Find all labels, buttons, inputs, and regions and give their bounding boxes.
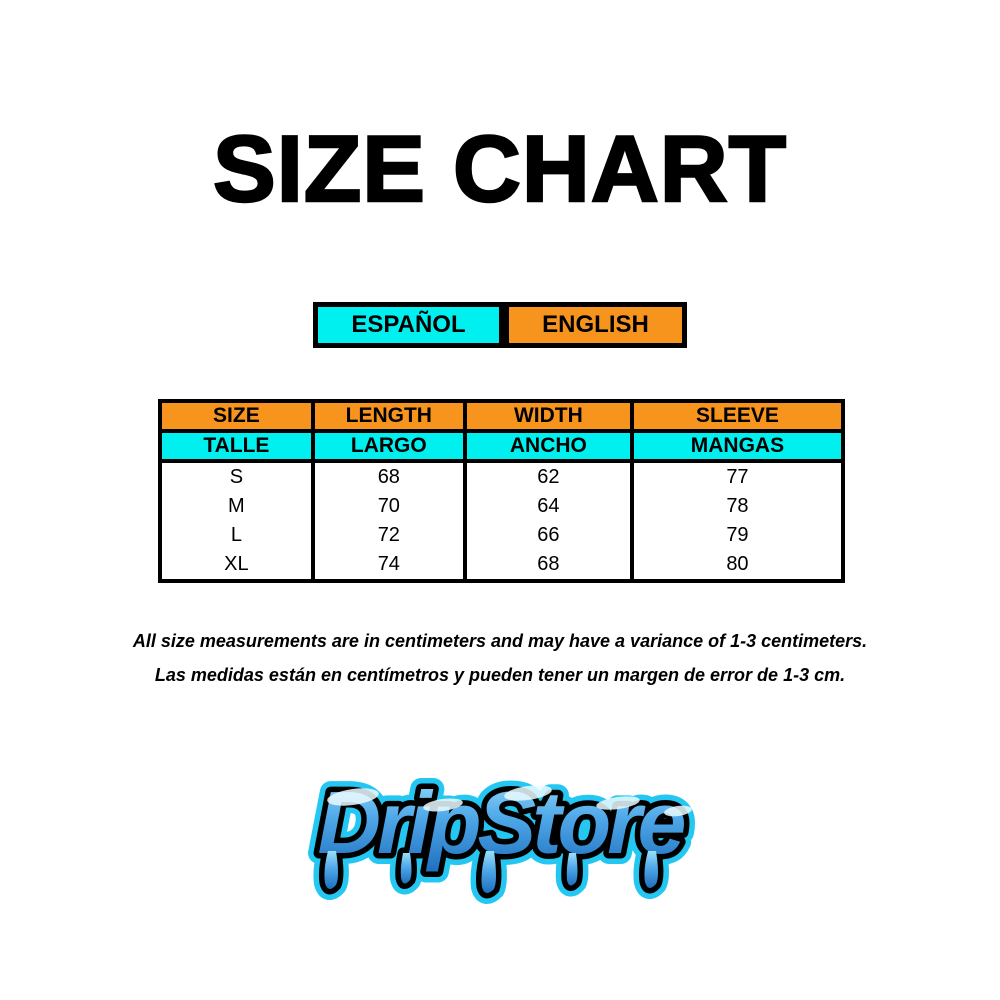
table-row-l: L 72 66 79	[162, 521, 841, 550]
cell-length: 68	[315, 463, 467, 492]
cell-size: M	[162, 492, 315, 521]
column-header-length: LENGTH	[315, 403, 467, 429]
note-english: All size measurements are in centimeters…	[132, 631, 868, 651]
column-header-talle: TALLE	[162, 433, 315, 459]
tab-espanol[interactable]: ESPAÑOL	[318, 307, 499, 343]
logo-highlights	[327, 785, 692, 817]
column-header-ancho: ANCHO	[467, 433, 634, 459]
note-spanish: Las medidas están en centímetros y puede…	[154, 665, 846, 685]
column-header-size: SIZE	[162, 403, 315, 429]
dripstore-logo-svg: DripStore	[258, 745, 742, 917]
cell-width: 66	[467, 521, 634, 550]
size-table: SIZE LENGTH WIDTH SLEEVE TALLE LARGO ANC…	[158, 399, 845, 583]
tab-english[interactable]: ENGLISH	[509, 307, 682, 343]
table-row-m: M 70 64 78	[162, 492, 841, 521]
table-row-s: S 68 62 77	[162, 463, 841, 492]
column-header-sleeve: SLEEVE	[696, 404, 779, 427]
language-tabbar: ESPAÑOL ENGLISH	[313, 302, 687, 348]
cell-sleeve: 80	[726, 553, 749, 575]
dripstore-logo: DripStore	[258, 745, 742, 917]
cell-length: 72	[315, 521, 467, 550]
cell-size: XL	[162, 550, 315, 579]
column-header-mangas: MANGAS	[690, 434, 785, 457]
tab-divider	[499, 307, 509, 343]
cell-sleeve: 77	[726, 466, 749, 488]
cell-sleeve: 78	[726, 495, 749, 517]
table-body: S 68 62 77 M 70 64 78 L 72 66 79 XL 74 6…	[162, 463, 841, 579]
page-title: SIZE CHART	[212, 116, 788, 221]
table-header-english: SIZE LENGTH WIDTH SLEEVE	[162, 403, 841, 433]
table-header-spanish: TALLE LARGO ANCHO MANGAS	[162, 433, 841, 463]
cell-size: L	[162, 521, 315, 550]
cell-width: 62	[467, 463, 634, 492]
cell-width: 68	[467, 550, 634, 579]
cell-length: 74	[315, 550, 467, 579]
cell-sleeve: 79	[726, 524, 749, 546]
cell-length: 70	[315, 492, 467, 521]
cell-width: 64	[467, 492, 634, 521]
cell-size: S	[162, 463, 315, 492]
table-row-xl: XL 74 68 80	[162, 550, 841, 579]
column-header-width: WIDTH	[467, 403, 634, 429]
column-header-largo: LARGO	[315, 433, 467, 459]
